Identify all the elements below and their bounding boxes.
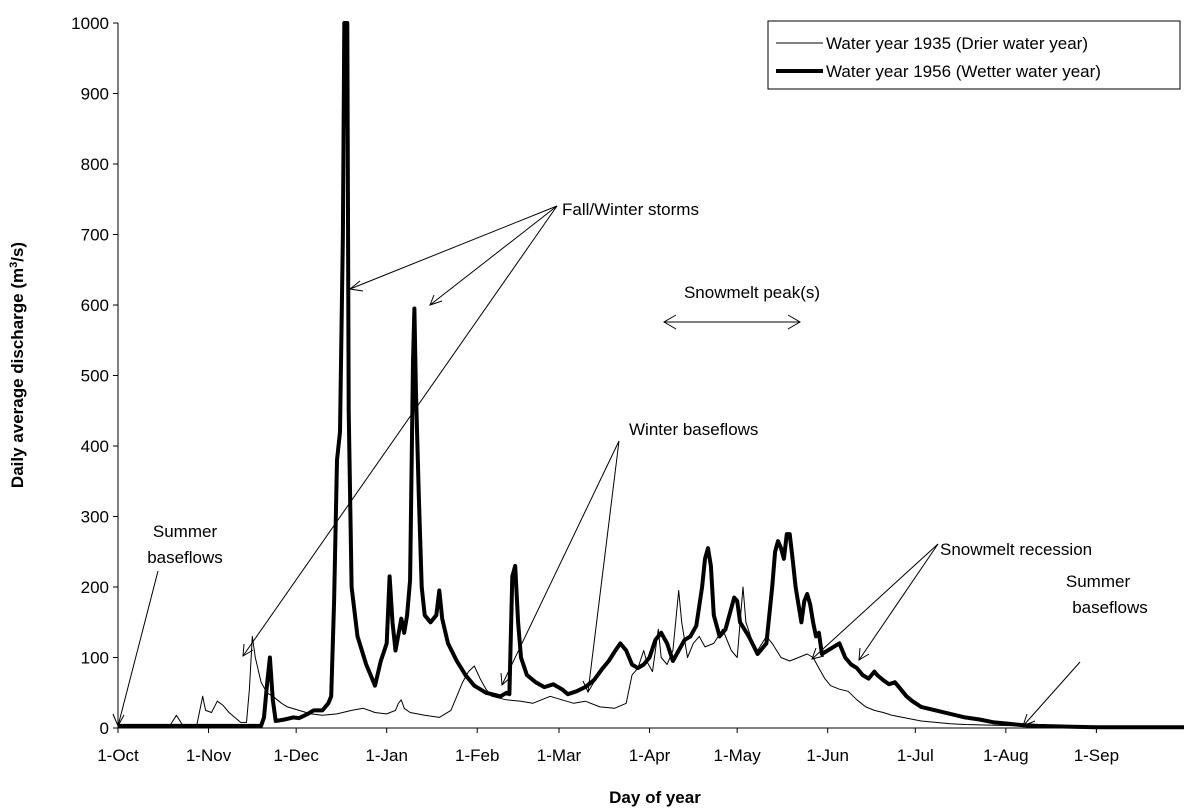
- arrowhead-snowmelt-peaks-right: [787, 314, 801, 330]
- arrow-storms-3: [242, 205, 558, 657]
- annotation-snowmelt-recession: Snowmelt recession: [940, 540, 1092, 559]
- legend-label-1935: Water year 1935 (Drier water year): [826, 34, 1088, 53]
- annotation-winter-baseflows: Winter baseflows: [629, 420, 758, 439]
- plot-frame: [117, 23, 1184, 729]
- annotation-summer-left-1: Summer: [153, 522, 218, 541]
- x-tick-label: 1-Jun: [806, 746, 849, 765]
- annotation-summer-left-2: baseflows: [147, 548, 223, 567]
- series-layer: [118, 21, 1184, 730]
- arrow-storms-2: [429, 205, 558, 306]
- x-tick-label: 1-Feb: [455, 746, 499, 765]
- x-axis-ticks: 1-Oct 1-Nov 1-Dec 1-Jan 1-Feb 1-Mar 1-Apr 1-May…: [97, 728, 1119, 765]
- x-tick-label: 1-Sep: [1074, 746, 1119, 765]
- arrowhead-storms-2: [429, 294, 443, 306]
- x-tick-label: 1-Jan: [365, 746, 408, 765]
- arrowhead-snowmelt-peaks-left: [663, 314, 677, 330]
- arrowhead-snowmelt-recession-2: [858, 647, 870, 661]
- x-tick-label: 1-Aug: [983, 746, 1028, 765]
- annotation-arrows: [112, 205, 1081, 728]
- arrow-summer-baseflows-left: [117, 570, 159, 727]
- y-tick-label: 900: [81, 85, 109, 104]
- series-line-1956: [118, 21, 1184, 730]
- arrowhead-snowmelt-recession-1: [811, 647, 825, 660]
- y-axis-title-sup: 3: [8, 262, 20, 268]
- arrow-storms-1: [349, 205, 558, 290]
- x-axis-title: Day of year: [609, 788, 701, 807]
- arrowhead-storms-3: [242, 643, 254, 657]
- y-tick-label: 600: [81, 296, 109, 315]
- y-tick-label: 800: [81, 155, 109, 174]
- y-tick-label: 500: [81, 367, 109, 386]
- y-tick-label: 300: [81, 508, 109, 527]
- arrowhead-storms-1: [348, 280, 364, 292]
- arrowhead-winter-baseflows-2: [582, 680, 595, 694]
- annotation-summer-right-2: baseflows: [1072, 598, 1148, 617]
- arrow-summer-baseflows-right: [1022, 661, 1081, 727]
- annotation-summer-right-1: Summer: [1066, 572, 1131, 591]
- y-axis-title: Daily average discharge (m3/s): [8, 242, 27, 488]
- arrow-snowmelt-recession-1: [811, 543, 939, 660]
- annotation-snowmelt-peaks: Snowmelt peak(s): [684, 283, 820, 302]
- x-tick-label: 1-Oct: [97, 746, 139, 765]
- arrowhead-summer-baseflows-right: [1022, 713, 1036, 727]
- arrowhead-winter-baseflows-1: [500, 672, 512, 687]
- arrow-winter-baseflows-1: [501, 440, 620, 686]
- y-tick-label: 100: [81, 649, 109, 668]
- y-tick-label: 700: [81, 226, 109, 245]
- arrow-winter-baseflows-2: [587, 440, 620, 693]
- legend: Water year 1935 (Drier water year) Water…: [767, 20, 1181, 90]
- y-tick-label: 0: [100, 719, 109, 738]
- legend-box: [767, 20, 1181, 90]
- y-tick-label: 200: [81, 578, 109, 597]
- x-tick-label: 1-Apr: [629, 746, 671, 765]
- x-tick-label: 1-Dec: [273, 746, 319, 765]
- annotation-fall-winter-storms: Fall/Winter storms: [562, 200, 699, 219]
- arrow-snowmelt-recession-2: [858, 543, 939, 661]
- arrowhead-summer-baseflows-left: [112, 713, 125, 728]
- y-tick-label: 400: [81, 437, 109, 456]
- legend-label-1956: Water year 1956 (Wetter water year): [826, 62, 1101, 81]
- x-tick-label: 1-Nov: [186, 746, 232, 765]
- x-tick-label: 1-Mar: [537, 746, 582, 765]
- y-axis-title-tail: /s): [8, 242, 27, 262]
- x-tick-label: 1-Jul: [897, 746, 934, 765]
- y-tick-label: 1000: [71, 14, 109, 33]
- y-axis-ticks: 0 100 200 300 400 500 600 700 800 900 1000: [71, 14, 118, 738]
- x-tick-label: 1-May: [714, 746, 762, 765]
- y-axis-title-main: Daily average discharge (m: [8, 268, 27, 488]
